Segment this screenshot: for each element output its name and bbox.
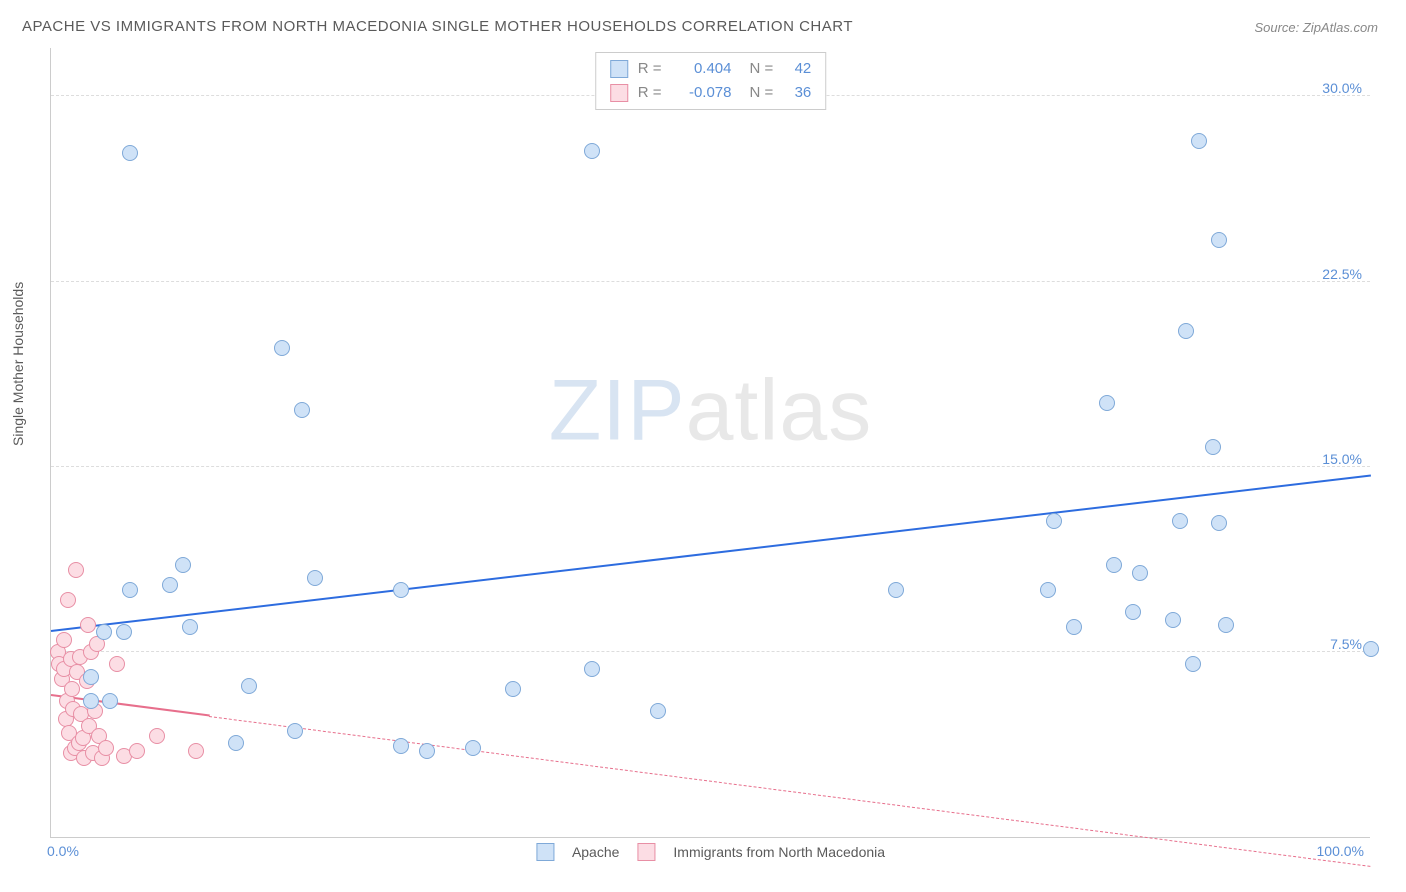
legend-label-macedonia: Immigrants from North Macedonia (673, 844, 885, 860)
data-point (109, 656, 125, 672)
watermark-zip: ZIP (549, 362, 686, 458)
data-point (1211, 515, 1227, 531)
data-point (98, 740, 114, 756)
data-point (1046, 513, 1062, 529)
y-tick-label: 7.5% (1330, 636, 1362, 652)
r-label: R = (638, 81, 662, 105)
data-point (64, 681, 80, 697)
data-point (102, 693, 118, 709)
legend-series: Apache Immigrants from North Macedonia (536, 843, 885, 861)
swatch-apache (610, 60, 628, 78)
data-point (83, 669, 99, 685)
data-point (60, 592, 76, 608)
data-point (393, 582, 409, 598)
n-value-apache: 42 (773, 57, 811, 81)
source-label: Source: ZipAtlas.com (1254, 20, 1378, 35)
data-point (56, 632, 72, 648)
data-point (68, 562, 84, 578)
data-point (584, 143, 600, 159)
y-axis-title: Single Mother Households (10, 282, 26, 446)
data-point (80, 617, 96, 633)
x-tick-max: 100.0% (1317, 843, 1364, 859)
swatch-apache-icon (536, 843, 554, 861)
data-point (1132, 565, 1148, 581)
x-tick-min: 0.0% (47, 843, 79, 859)
data-point (1205, 439, 1221, 455)
chart-title: APACHE VS IMMIGRANTS FROM NORTH MACEDONI… (22, 18, 853, 35)
legend-correlation: R = 0.404 N = 42 R = -0.078 N = 36 (595, 52, 827, 110)
plot-area: ZIPatlas 7.5% 15.0% 22.5% 30.0% R = 0.404 N… (50, 48, 1370, 838)
data-point (1211, 232, 1227, 248)
data-point (188, 743, 204, 759)
data-point (1099, 395, 1115, 411)
data-point (1218, 617, 1234, 633)
r-value-macedonia: -0.078 (662, 81, 732, 105)
data-point (419, 743, 435, 759)
watermark-atlas: atlas (686, 362, 873, 458)
r-label: R = (638, 57, 662, 81)
data-point (122, 582, 138, 598)
data-point (241, 678, 257, 694)
y-tick-label: 15.0% (1322, 451, 1362, 467)
n-value-macedonia: 36 (773, 81, 811, 105)
data-point (1106, 557, 1122, 573)
data-point (1066, 619, 1082, 635)
data-point (162, 577, 178, 593)
legend-label-apache: Apache (572, 844, 619, 860)
data-point (1178, 323, 1194, 339)
data-point (1185, 656, 1201, 672)
data-point (122, 145, 138, 161)
data-point (650, 703, 666, 719)
data-point (149, 728, 165, 744)
data-point (182, 619, 198, 635)
data-point (1125, 604, 1141, 620)
grid-line (51, 651, 1370, 652)
data-point (888, 582, 904, 598)
data-point (505, 681, 521, 697)
legend-item-macedonia: Immigrants from North Macedonia (637, 843, 885, 861)
legend-item-apache: Apache (536, 843, 619, 861)
data-point (465, 740, 481, 756)
r-value-apache: 0.404 (662, 57, 732, 81)
data-point (175, 557, 191, 573)
watermark: ZIPatlas (549, 361, 872, 460)
data-point (1363, 641, 1379, 657)
data-point (116, 624, 132, 640)
grid-line (51, 281, 1370, 282)
data-point (274, 340, 290, 356)
legend-row-macedonia: R = -0.078 N = 36 (610, 81, 812, 105)
swatch-macedonia (610, 84, 628, 102)
y-tick-label: 30.0% (1322, 80, 1362, 96)
data-point (584, 661, 600, 677)
data-point (1172, 513, 1188, 529)
legend-row-apache: R = 0.404 N = 42 (610, 57, 812, 81)
data-point (393, 738, 409, 754)
data-point (1040, 582, 1056, 598)
data-point (129, 743, 145, 759)
data-point (1165, 612, 1181, 628)
trend-line (51, 475, 1371, 633)
n-label: N = (750, 57, 774, 81)
n-label: N = (750, 81, 774, 105)
data-point (287, 723, 303, 739)
data-point (294, 402, 310, 418)
swatch-macedonia-icon (637, 843, 655, 861)
data-point (83, 693, 99, 709)
data-point (228, 735, 244, 751)
y-tick-label: 22.5% (1322, 266, 1362, 282)
data-point (1191, 133, 1207, 149)
grid-line (51, 466, 1370, 467)
data-point (96, 624, 112, 640)
data-point (307, 570, 323, 586)
